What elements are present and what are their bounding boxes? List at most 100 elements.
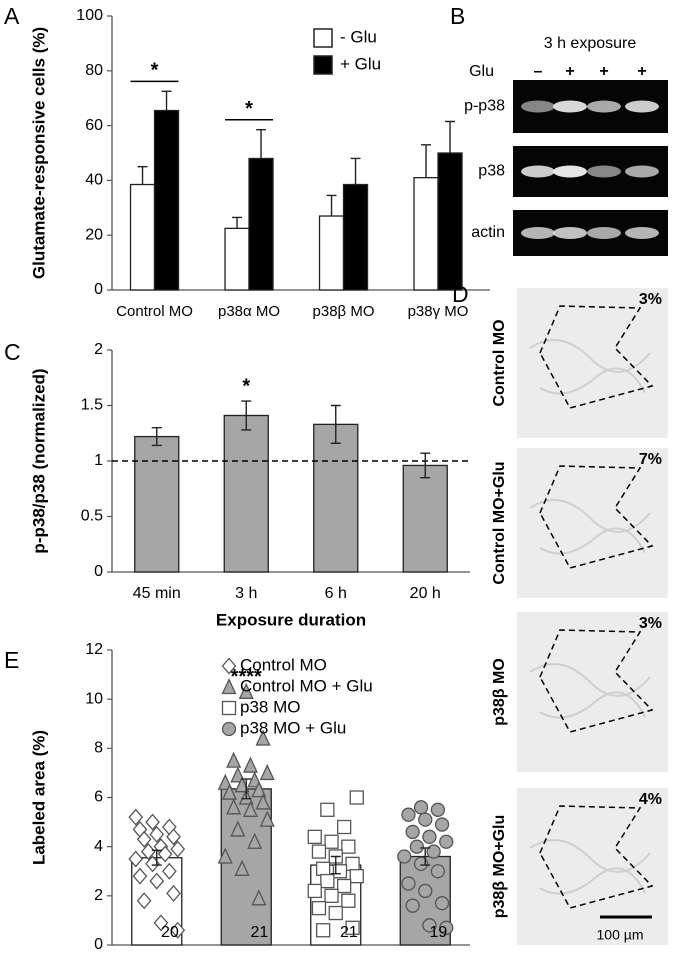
point xyxy=(153,914,169,932)
bar xyxy=(313,423,359,573)
point xyxy=(315,923,331,938)
point xyxy=(221,783,237,800)
error-bar xyxy=(241,400,252,431)
point xyxy=(320,873,335,889)
y-tick-label: 40 xyxy=(85,172,103,189)
bar xyxy=(223,414,269,573)
blot-band xyxy=(521,227,555,239)
bar xyxy=(224,227,250,291)
point xyxy=(170,840,186,858)
point xyxy=(234,776,250,793)
bar xyxy=(129,183,156,291)
significance-label: **** xyxy=(231,666,262,688)
bar xyxy=(437,152,463,291)
percent-label: 3% xyxy=(639,291,662,308)
region-outline xyxy=(539,465,654,569)
point xyxy=(413,800,429,815)
y-tick-label: 4 xyxy=(94,838,103,855)
point xyxy=(217,847,233,864)
y-tick-label: 80 xyxy=(85,62,103,79)
sample-size: 19 xyxy=(429,924,447,941)
y-tick-label: 1 xyxy=(94,452,103,469)
error-bar xyxy=(330,404,341,444)
significance-label: * xyxy=(245,98,253,120)
sample-size: 21 xyxy=(250,924,268,941)
region-outline xyxy=(539,629,654,733)
point xyxy=(166,884,181,902)
point xyxy=(242,756,258,773)
point xyxy=(434,817,450,832)
point xyxy=(418,812,433,827)
panel-label: C xyxy=(4,339,21,365)
blot-band xyxy=(625,165,659,178)
error-bar xyxy=(421,144,432,178)
x-axis-label: Exposure duration xyxy=(216,610,366,629)
lane-label: + xyxy=(599,63,608,80)
error-bar xyxy=(232,216,243,229)
x-tick-label: 3 h xyxy=(235,585,257,602)
point xyxy=(149,825,165,843)
point xyxy=(328,905,343,921)
y-tick-label: 6 xyxy=(94,789,103,806)
y-tick-label: 20 xyxy=(85,226,103,243)
point xyxy=(145,813,160,831)
y-axis-label: Labeled area (%) xyxy=(29,730,48,865)
point xyxy=(430,864,446,879)
micrograph xyxy=(517,612,668,772)
point xyxy=(251,889,267,906)
micrograph-texture xyxy=(529,339,651,395)
point xyxy=(345,920,360,935)
legend-marker xyxy=(221,721,237,737)
point xyxy=(341,893,356,908)
point xyxy=(259,763,275,781)
legend-marker xyxy=(221,677,237,695)
point xyxy=(255,729,271,746)
point xyxy=(149,872,165,890)
point xyxy=(397,849,412,864)
legend-swatch xyxy=(313,28,333,48)
panel-label: D xyxy=(452,281,469,307)
error-bar xyxy=(161,90,172,111)
error-bar xyxy=(350,157,361,185)
micrograph-label: p38β MO+Glu xyxy=(491,815,508,919)
point xyxy=(409,839,425,854)
point xyxy=(324,834,339,849)
error-bar xyxy=(420,847,431,866)
y-tick-label: 0 xyxy=(94,281,103,298)
lane-label: + xyxy=(637,63,646,80)
y-tick-label: 0 xyxy=(94,563,103,580)
blot-title: 3 h exposure xyxy=(544,35,637,52)
x-tick-label: Control MO xyxy=(116,303,193,320)
point xyxy=(242,800,258,817)
x-tick-label: p38α MO xyxy=(218,303,280,320)
y-axis-label: p-p38/p38 (normalized) xyxy=(29,368,48,553)
significance-label: * xyxy=(151,60,159,82)
error-bar xyxy=(326,194,337,217)
point xyxy=(128,808,144,826)
point xyxy=(307,829,322,844)
micrograph xyxy=(517,448,668,598)
legend-marker xyxy=(221,700,237,716)
point xyxy=(320,802,335,817)
blot-band xyxy=(587,100,621,113)
point xyxy=(315,861,331,876)
x-tick-label: 20 h xyxy=(410,585,441,602)
y-axis-label: Glutamate-responsive cells (%) xyxy=(29,27,48,279)
micrograph xyxy=(517,788,668,945)
bar xyxy=(248,157,274,291)
error-bar xyxy=(420,452,431,479)
lane-label: – xyxy=(534,63,543,80)
sample-size: 21 xyxy=(340,924,358,941)
blot-band-label: p-p38 xyxy=(464,98,505,115)
error-bar xyxy=(137,166,148,185)
point xyxy=(251,781,267,798)
bar xyxy=(413,177,439,291)
scale-bar-label: 100 µm xyxy=(597,927,644,943)
point xyxy=(226,798,242,815)
point xyxy=(332,864,348,879)
point xyxy=(418,883,433,899)
point xyxy=(230,820,246,837)
y-tick-label: 8 xyxy=(94,740,103,757)
panel-label: B xyxy=(450,3,465,29)
